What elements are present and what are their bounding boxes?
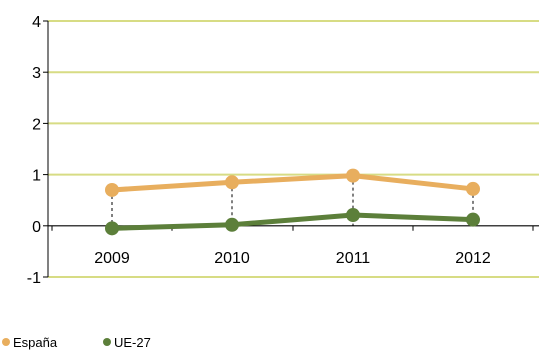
- legend-marker-ue27: [103, 338, 111, 346]
- x-tick-labels: 2009 2010 2011 2012: [94, 250, 491, 267]
- series-line-espaa: [109, 173, 476, 193]
- point-ue27-2009: [105, 221, 119, 236]
- y-tick-label: 2: [32, 116, 41, 133]
- y-tick-label: 0: [32, 219, 41, 236]
- gridlines: [48, 20, 539, 278]
- x-tick-label-2010: 2010: [214, 250, 250, 267]
- x-tick-label-2011: 2011: [336, 250, 371, 267]
- x-tick-label-2009: 2009: [94, 250, 130, 267]
- legend-label-espana: España: [13, 335, 58, 350]
- y-tick-label: 4: [32, 14, 41, 31]
- point-espaa-2010: [225, 175, 239, 190]
- point-ue27-2011: [346, 208, 360, 223]
- point-espaa-2009: [105, 182, 119, 197]
- y-tick-label: 3: [32, 65, 41, 82]
- legend-item-ue27: UE-27: [103, 335, 151, 350]
- point-espaa-2011: [346, 168, 360, 183]
- y-tick-label: -1: [27, 270, 41, 287]
- legend: España UE-27: [2, 335, 151, 350]
- point-ue27-2010: [225, 217, 239, 232]
- series-lines: [105, 168, 480, 236]
- series-line-ue27: [109, 212, 476, 231]
- y-tick-labels: 4 3 2 1 0 -1: [27, 14, 41, 287]
- legend-label-ue27: UE-27: [114, 335, 151, 350]
- legend-marker-espana: [2, 338, 10, 346]
- axes: [43, 20, 539, 278]
- x-tick-label-2012: 2012: [455, 250, 491, 267]
- y-tick-label: 1: [32, 168, 41, 185]
- point-espaa-2012: [466, 181, 480, 196]
- legend-item-espana: España: [2, 335, 58, 350]
- point-ue27-2012: [466, 212, 480, 227]
